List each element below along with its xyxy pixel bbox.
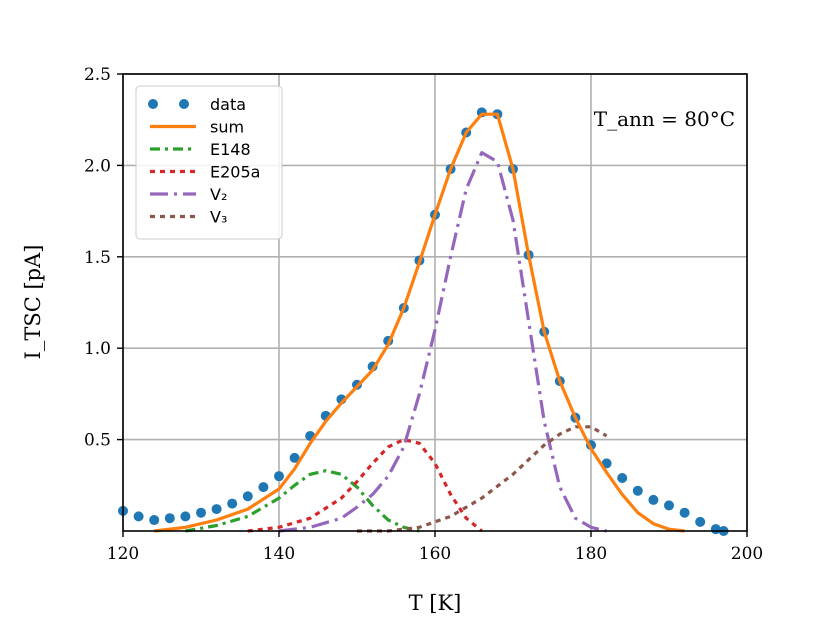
- annotation-tann: T_ann = 80°C: [594, 107, 735, 131]
- data-point: [664, 500, 674, 511]
- legend-item: E148: [150, 140, 251, 159]
- legend-marker: [179, 99, 189, 109]
- data-point: [258, 482, 269, 493]
- data-point: [164, 513, 175, 524]
- x-tick-label: 160: [419, 544, 451, 564]
- data-point: [180, 511, 191, 522]
- data-point: [242, 491, 253, 502]
- series-line-e148: [185, 469, 420, 533]
- legend-label: V₃: [210, 208, 227, 227]
- x-tick-label: 200: [731, 544, 763, 564]
- data-point: [695, 516, 706, 527]
- data-point: [289, 452, 300, 463]
- data-point: [149, 515, 160, 526]
- x-tick-label: 180: [575, 544, 607, 564]
- x-tick-label: 120: [107, 544, 139, 564]
- legend-item: V₂: [150, 185, 227, 204]
- x-tick-label: 140: [263, 544, 295, 564]
- ticks: 120 140 160 180 200 0.5 1.0 1.5 2.0 2.5: [84, 65, 763, 564]
- data-point: [196, 507, 206, 518]
- series-line-v2: [278, 151, 607, 533]
- series-line-v3: [357, 425, 608, 533]
- series-layer: [118, 107, 729, 536]
- data-point: [648, 494, 659, 505]
- y-tick-label: 1.0: [84, 339, 111, 359]
- data-point: [227, 498, 238, 509]
- y-tick-label: 2.5: [84, 65, 111, 85]
- data-point: [679, 507, 690, 518]
- legend-label: V₂: [210, 185, 227, 204]
- series-line-sum: [154, 112, 685, 533]
- legend-label: E205a: [210, 163, 260, 182]
- data-point: [211, 504, 222, 515]
- legend-item: sum: [150, 118, 244, 137]
- data-point: [133, 511, 144, 522]
- legend-label: E148: [210, 140, 251, 159]
- legend: data sum E148 E205a V₂ V₃: [135, 85, 283, 240]
- legend-label: data: [210, 95, 246, 114]
- legend-marker: [148, 99, 158, 109]
- legend-item: V₃: [150, 208, 227, 227]
- y-tick-label: 0.5: [84, 431, 111, 451]
- legend-box: [135, 85, 283, 240]
- legend-item: data: [148, 95, 246, 114]
- legend-item: E205a: [150, 163, 260, 182]
- y-tick-label: 1.5: [84, 248, 111, 268]
- data-point: [617, 472, 628, 483]
- data-point: [274, 471, 284, 482]
- series-line-e205a: [247, 438, 483, 533]
- x-axis-label: T [K]: [409, 591, 462, 615]
- legend-label: sum: [210, 118, 244, 137]
- y-axis-label: I_TSC [pA]: [21, 245, 45, 360]
- y-tick-label: 2.0: [84, 156, 111, 176]
- data-point: [632, 485, 643, 496]
